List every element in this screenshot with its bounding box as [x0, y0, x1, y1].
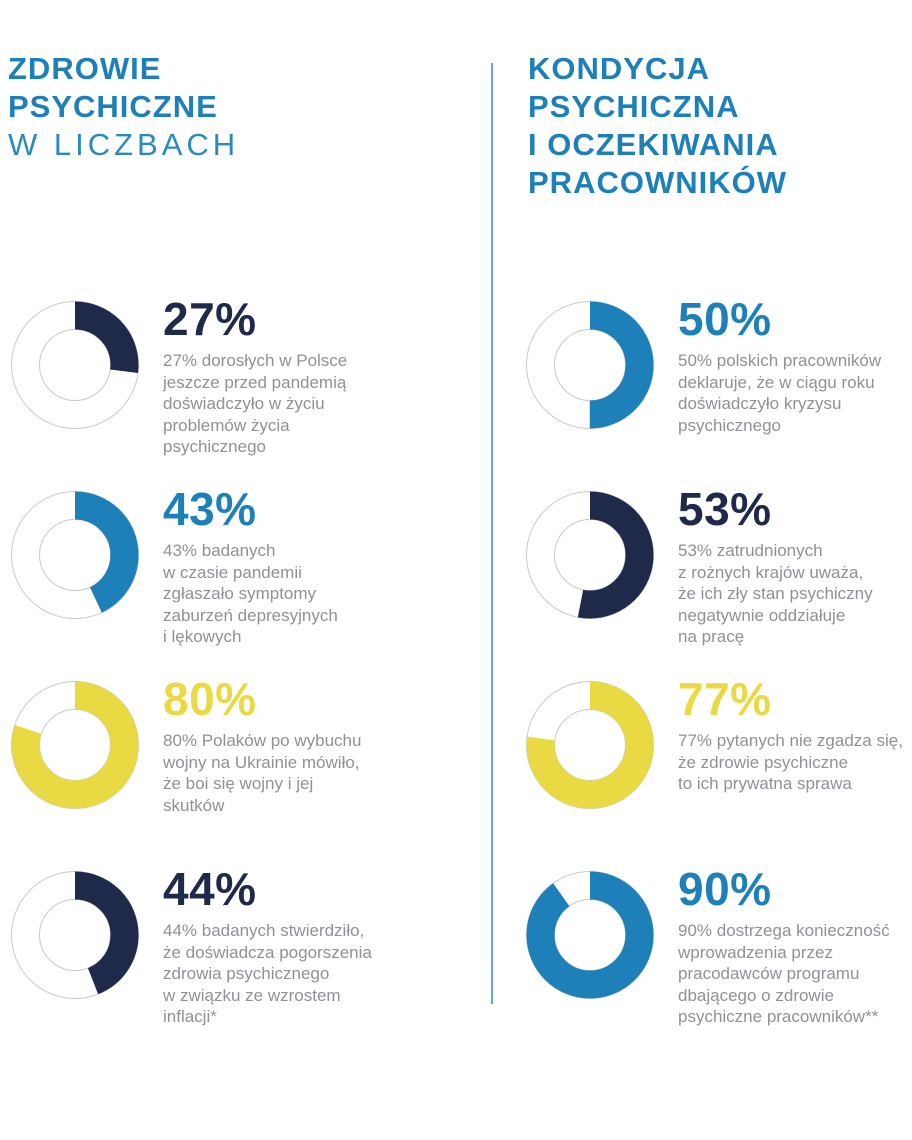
stat-percentage: 50% — [678, 293, 772, 345]
right-title-line-3: I OCZEKIWANIA — [528, 127, 779, 162]
left-section-title: ZDROWIE PSYCHICZNE W LICZBACH — [8, 50, 239, 164]
donut-chart — [11, 681, 139, 809]
donut-chart — [526, 301, 654, 429]
stat-description: 50% polskich pracowników deklaruje, że w… — [678, 351, 882, 435]
donut-inner-ring — [554, 899, 626, 971]
stat-row: 80% 80% Polaków po wybuchu wojny na Ukra… — [10, 673, 415, 870]
stat-description: 44% badanych stwierdziło, że doświadcza … — [163, 921, 372, 1026]
left-title-light-line: W LICZBACH — [8, 127, 240, 162]
stat-description: 27% dorosłych w Polsce jeszcze przed pan… — [163, 351, 348, 456]
stat-row: 90% 90% dostrzega konieczność wprowadzen… — [525, 863, 912, 1060]
stat-text-block: 50% 50% polskich pracowników deklaruje, … — [678, 293, 912, 436]
stat-row: 44% 44% badanych stwierdziło, że doświad… — [10, 863, 415, 1060]
stat-description: 90% dostrzega konieczność wprowadzenia p… — [678, 921, 890, 1026]
donut-chart — [11, 301, 139, 429]
left-stats-list: 27% 27% dorosłych w Polsce jeszcze przed… — [10, 293, 415, 1060]
donut-chart — [11, 491, 139, 619]
stat-percentage: 43% — [163, 483, 257, 535]
stat-row: 53% 53% zatrudnionych z rożnych krajów u… — [525, 483, 912, 680]
stat-description: 53% zatrudnionych z rożnych krajów uważa… — [678, 541, 873, 646]
stat-row: 43% 43% badanych w czasie pandemii zgłas… — [10, 483, 415, 680]
right-title-line-4: PRACOWNIKÓW — [528, 165, 787, 200]
donut-arc — [11, 301, 139, 429]
donut-inner-ring — [39, 899, 111, 971]
donut-arc — [11, 491, 139, 619]
donut-chart — [526, 491, 654, 619]
right-section-title: KONDYCJA PSYCHICZNA I OCZEKIWANIA PRACOW… — [528, 50, 787, 202]
stat-row: 27% 27% dorosłych w Polsce jeszcze przed… — [10, 293, 415, 490]
stat-description: 80% Polaków po wybuchu wojny na Ukrainie… — [163, 731, 362, 815]
donut-chart — [11, 871, 139, 999]
stat-percentage: 90% — [678, 863, 772, 915]
stat-text-block: 27% 27% dorosłych w Polsce jeszcze przed… — [163, 293, 415, 458]
left-title-line-1: ZDROWIE — [8, 51, 162, 86]
left-title-line-2: PSYCHICZNE — [8, 89, 218, 124]
donut-inner-ring — [39, 329, 111, 401]
right-stats-list: 50% 50% polskich pracowników deklaruje, … — [525, 293, 912, 1060]
stat-description: 43% badanych w czasie pandemii zgłaszało… — [163, 541, 338, 646]
donut-inner-ring — [39, 519, 111, 591]
right-title-line-1: KONDYCJA — [528, 51, 710, 86]
stat-text-block: 43% 43% badanych w czasie pandemii zgłas… — [163, 483, 415, 648]
stat-text-block: 44% 44% badanych stwierdziło, że doświad… — [163, 863, 415, 1028]
stat-percentage: 77% — [678, 673, 772, 725]
donut-inner-ring — [554, 709, 626, 781]
donut-arc — [526, 491, 654, 619]
donut-arc — [11, 681, 139, 809]
stat-text-block: 77% 77% pytanych nie zgadza się, że zdro… — [678, 673, 912, 795]
donut-arc — [526, 301, 654, 429]
right-title-line-2: PSYCHICZNA — [528, 89, 740, 124]
donut-chart — [526, 871, 654, 999]
donut-chart — [526, 681, 654, 809]
donut-arc — [11, 871, 139, 999]
stat-text-block: 53% 53% zatrudnionych z rożnych krajów u… — [678, 483, 912, 648]
column-divider-line — [491, 63, 493, 1004]
donut-arc — [526, 681, 654, 809]
stat-row: 77% 77% pytanych nie zgadza się, że zdro… — [525, 673, 912, 870]
donut-inner-ring — [554, 329, 626, 401]
donut-inner-ring — [39, 709, 111, 781]
stat-description: 77% pytanych nie zgadza się, że zdrowie … — [678, 731, 903, 793]
stat-percentage: 53% — [678, 483, 772, 535]
stat-text-block: 80% 80% Polaków po wybuchu wojny na Ukra… — [163, 673, 415, 816]
donut-inner-ring — [554, 519, 626, 591]
stat-text-block: 90% 90% dostrzega konieczność wprowadzen… — [678, 863, 912, 1028]
stat-percentage: 80% — [163, 673, 257, 725]
stat-percentage: 44% — [163, 863, 257, 915]
stat-row: 50% 50% polskich pracowników deklaruje, … — [525, 293, 912, 490]
donut-arc — [526, 871, 654, 999]
stat-percentage: 27% — [163, 293, 257, 345]
